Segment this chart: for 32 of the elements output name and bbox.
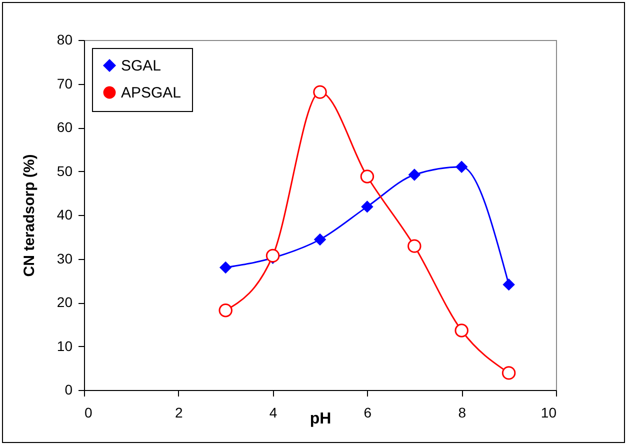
x-tick-label: 2 (175, 404, 183, 420)
point (408, 239, 422, 253)
point (361, 200, 374, 213)
y-tick-label: 30 (56, 250, 73, 266)
y-axis-title: CN teradsorp (%) (20, 154, 38, 277)
point (455, 160, 468, 173)
y-tick-label: 10 (56, 338, 73, 354)
x-tick-label: 10 (540, 404, 557, 420)
legend-label: APSGAL (121, 84, 182, 102)
point (502, 366, 516, 380)
y-tick-label: 80 (56, 32, 73, 48)
point (360, 170, 374, 184)
y-tick-label: 0 (64, 382, 73, 398)
point (219, 261, 232, 274)
y-tick-label: 40 (56, 206, 73, 222)
y-tick-label: 70 (56, 75, 73, 92)
point (266, 248, 280, 263)
x-tick-label: 0 (84, 404, 92, 420)
point (313, 85, 327, 99)
legend-label: SGAL (121, 58, 162, 74)
point (502, 278, 515, 291)
y-tick-label: 20 (56, 294, 73, 310)
point (408, 168, 421, 181)
y-tick-label: 50 (56, 162, 73, 179)
x-tick-label: 4 (269, 404, 278, 420)
x-axis-title: pH (310, 410, 332, 428)
point (454, 324, 468, 338)
y-tick-label: 60 (56, 119, 73, 135)
point (314, 233, 326, 246)
point (218, 304, 232, 318)
x-tick-label: 6 (364, 404, 372, 420)
x-tick-label: 8 (458, 404, 466, 420)
